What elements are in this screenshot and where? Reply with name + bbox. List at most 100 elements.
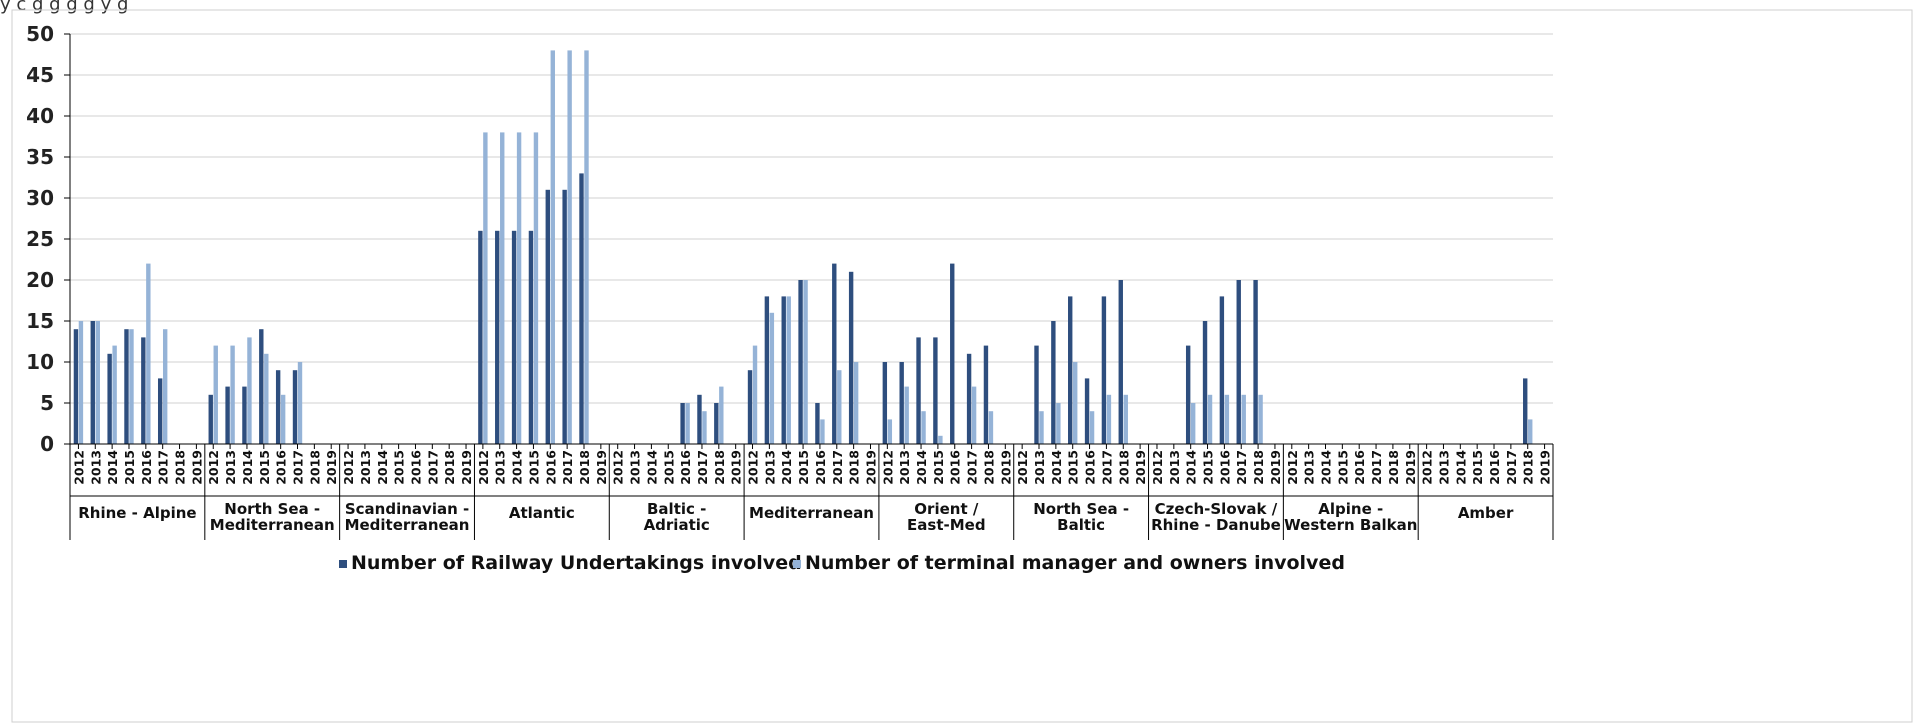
x-tick-label-year: 2014: [1318, 450, 1333, 485]
x-tick-labels: 2012 2013 2014 2015 2016 2017 2018 2019 2012 2013…: [71, 450, 1552, 485]
corridor-label: Mediterranean: [210, 516, 335, 534]
x-tick-label-year: 2019: [1268, 450, 1283, 485]
x-tick-label-year: 2014: [1453, 450, 1468, 485]
bar-railway: [107, 353, 112, 444]
x-tick-label-year: 2019: [1538, 450, 1553, 485]
bar-terminal: [921, 411, 926, 444]
x-tick-label-year: 2017: [425, 450, 440, 485]
corridor-label: Baltic: [1057, 516, 1105, 534]
corridor-label: Rhine - Alpine: [78, 504, 196, 522]
x-tick-label-year: 2013: [1302, 450, 1317, 485]
y-tick-label: 30: [26, 186, 54, 210]
x-tick-label-year: 2016: [543, 450, 558, 485]
x-tick-label-year: 2016: [1487, 450, 1502, 485]
x-tick-label-year: 2012: [611, 450, 626, 485]
x-tick-label-year: 2015: [661, 450, 676, 485]
bar-terminal: [264, 353, 269, 444]
x-tick-label-year: 2019: [729, 450, 744, 485]
bar-railway: [562, 189, 567, 444]
bar-railway: [275, 370, 281, 444]
bar-terminal: [752, 345, 758, 444]
x-tick-label-year: 2012: [1285, 450, 1300, 485]
bar-terminal: [146, 263, 151, 444]
bar-railway: [242, 386, 247, 444]
bar-railway: [1236, 280, 1241, 444]
bar-terminal: [550, 50, 555, 445]
bar-terminal: [887, 419, 893, 444]
x-tick-label-year: 2013: [1436, 450, 1451, 485]
x-tick-label-year: 2017: [1099, 450, 1114, 485]
bar-railway: [90, 321, 95, 444]
x-tick-label-year: 2017: [1504, 450, 1519, 485]
bar-terminal: [988, 411, 994, 444]
chart-area-border: [11, 9, 1913, 723]
x-tick-label-year: 2014: [914, 450, 929, 485]
x-tick-label-year: 2016: [1083, 450, 1098, 485]
y-tick-label: 25: [26, 227, 54, 251]
x-tick-label-year: 2014: [644, 450, 659, 485]
x-tick-label-year: 2018: [1521, 450, 1536, 485]
gridlines: [70, 33, 1553, 404]
x-tick-label-year: 2016: [678, 450, 693, 485]
bar-terminal: [1073, 362, 1078, 444]
bar-railway: [511, 230, 517, 444]
bar-terminal: [1039, 411, 1044, 444]
axes: [64, 33, 1554, 540]
bar-terminal: [820, 419, 825, 444]
bar-terminal: [971, 386, 977, 444]
y-tick-label: 10: [26, 350, 54, 374]
bar-railway: [798, 280, 803, 444]
bar-railway: [1034, 345, 1039, 444]
bar-railway: [157, 378, 163, 444]
bar-terminal: [78, 321, 84, 444]
bar-railway: [781, 296, 786, 444]
y-tick-label: 40: [26, 104, 54, 128]
bar-railway: [292, 370, 298, 444]
x-tick-label-year: 2017: [830, 450, 845, 485]
corridor-label: Western Balkan: [1284, 516, 1417, 534]
bar-terminal: [500, 132, 505, 444]
x-tick-label-year: 2018: [712, 450, 727, 485]
x-tick-label-year: 2013: [223, 450, 238, 485]
bar-terminal: [1258, 394, 1263, 444]
bar-railway: [1202, 321, 1208, 444]
corridor-label: Baltic -: [647, 500, 706, 518]
legend-swatch-railway: [339, 560, 347, 568]
x-tick-label-year: 2013: [628, 450, 643, 485]
x-tick-label-year: 2012: [476, 450, 491, 485]
bar-railway: [1084, 378, 1090, 444]
bar-railway: [848, 271, 854, 444]
bar-railway: [966, 353, 972, 444]
bar-terminal: [1056, 403, 1061, 444]
x-tick-label-year: 2014: [240, 450, 255, 485]
bar-terminal: [297, 362, 303, 444]
corridor-label: North Sea -: [224, 500, 320, 518]
corridor-label: Czech-Slovak /: [1155, 500, 1278, 518]
x-tick-label-year: 2013: [897, 450, 912, 485]
legend-swatch-terminal: [793, 560, 801, 568]
bar-railway: [832, 263, 837, 444]
bar-railway: [815, 403, 820, 444]
x-tick-label-year: 2018: [847, 450, 862, 485]
x-tick-label-year: 2012: [1150, 450, 1165, 485]
corridor-label: Alpine -: [1318, 500, 1383, 518]
x-tick-label-year: 2012: [341, 450, 356, 485]
bar-railway: [1068, 296, 1073, 444]
bar-terminal: [1190, 403, 1196, 444]
y-tick-label: 45: [26, 63, 54, 87]
bar-terminal: [1089, 411, 1095, 444]
corridor-label: Rhine - Danube: [1151, 516, 1281, 534]
bar-railway: [1185, 345, 1191, 444]
bar-terminal: [533, 132, 539, 444]
corridor-label: Amber: [1458, 504, 1514, 522]
corridor-label: North Sea -: [1033, 500, 1129, 518]
x-tick-label-year: 2018: [1386, 450, 1401, 485]
bar-railway: [933, 337, 938, 444]
x-tick-label-year: 2016: [408, 450, 423, 485]
bar-terminal: [247, 337, 252, 444]
bar-railway: [697, 394, 702, 444]
bar-terminal: [786, 296, 791, 444]
x-tick-label-year: 2012: [71, 450, 86, 485]
x-tick-label-year: 2013: [358, 450, 373, 485]
